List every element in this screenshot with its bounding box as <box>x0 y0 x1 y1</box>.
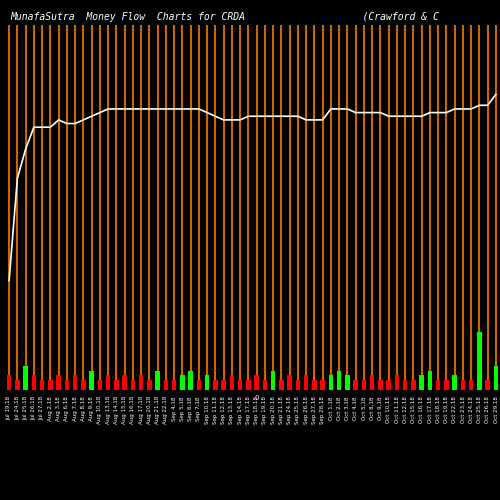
Bar <box>230 376 234 390</box>
Bar <box>114 380 118 390</box>
Bar <box>378 380 382 390</box>
Bar <box>164 380 168 390</box>
Bar <box>122 376 127 390</box>
Bar <box>420 376 424 390</box>
Bar <box>188 370 193 390</box>
Bar <box>90 370 94 390</box>
Text: 0: 0 <box>254 396 259 402</box>
Bar <box>180 376 184 390</box>
Bar <box>15 380 20 390</box>
Bar <box>254 376 259 390</box>
Bar <box>130 380 135 390</box>
Bar <box>403 380 407 390</box>
Bar <box>156 370 160 390</box>
Bar <box>337 370 342 390</box>
Bar <box>328 376 333 390</box>
Bar <box>172 380 176 390</box>
Bar <box>436 380 440 390</box>
Bar <box>106 376 110 390</box>
Bar <box>370 376 374 390</box>
Bar <box>411 380 416 390</box>
Bar <box>81 380 86 390</box>
Bar <box>494 366 498 390</box>
Bar <box>452 376 457 390</box>
Bar <box>386 380 391 390</box>
Bar <box>246 380 250 390</box>
Bar <box>32 376 36 390</box>
Bar <box>444 380 448 390</box>
Bar <box>271 370 276 390</box>
Bar <box>56 376 61 390</box>
Bar <box>304 376 308 390</box>
Bar <box>362 380 366 390</box>
Bar <box>222 380 226 390</box>
Bar <box>296 380 300 390</box>
Bar <box>486 380 490 390</box>
Bar <box>428 370 432 390</box>
Bar <box>64 380 69 390</box>
Bar <box>24 366 28 390</box>
Bar <box>73 376 78 390</box>
Bar <box>477 332 482 390</box>
Bar <box>48 380 52 390</box>
Bar <box>205 376 210 390</box>
Bar <box>469 380 474 390</box>
Bar <box>345 376 350 390</box>
Bar <box>320 380 325 390</box>
Text: MunafaSutra  Money Flow  Charts for CRDA                    (Crawford & C       : MunafaSutra Money Flow Charts for CRDA (… <box>10 12 500 22</box>
Bar <box>98 380 102 390</box>
Bar <box>262 380 267 390</box>
Bar <box>354 380 358 390</box>
Bar <box>279 380 283 390</box>
Bar <box>139 376 143 390</box>
Bar <box>238 380 242 390</box>
Bar <box>213 380 218 390</box>
Bar <box>460 380 465 390</box>
Bar <box>288 376 292 390</box>
Bar <box>312 380 316 390</box>
Bar <box>147 380 152 390</box>
Bar <box>196 380 201 390</box>
Bar <box>394 376 399 390</box>
Bar <box>7 376 12 390</box>
Bar <box>40 380 44 390</box>
